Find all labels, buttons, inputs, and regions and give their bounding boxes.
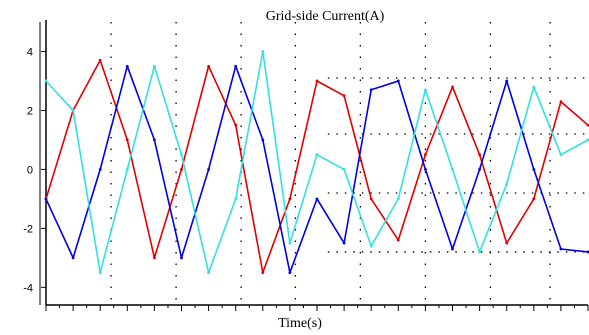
series-2-point-15 [451, 167, 454, 171]
series-0-point-7 [234, 123, 238, 127]
series-2-point-8 [261, 50, 265, 53]
series-0-point-17 [505, 241, 509, 245]
y-tick-label-1: 2 [27, 105, 33, 117]
series-2-line [45, 50, 589, 274]
series-2-point-13 [396, 197, 400, 201]
series-0-point-12 [369, 197, 373, 201]
series-1-point-9 [288, 271, 292, 274]
series-0-point-9 [288, 197, 292, 201]
series-1-point-8 [261, 138, 265, 142]
series-1-point-5 [180, 256, 183, 260]
chart-title: Grid-side Current(A) [265, 9, 385, 24]
series-2-point-1 [71, 109, 75, 112]
series-1-point-11 [342, 241, 346, 245]
series-0-point-2 [98, 58, 102, 62]
series-1-point-17 [505, 79, 509, 83]
series-1-point-20 [586, 250, 589, 254]
series-2-point-2 [98, 271, 102, 274]
series-0-point-16 [478, 153, 481, 157]
series-1-point-16 [478, 167, 481, 171]
series-2-point-5 [180, 153, 183, 157]
series-1-point-6 [207, 167, 211, 171]
series-2-point-16 [478, 250, 481, 254]
series-0-point-10 [315, 79, 319, 83]
series-1-point-15 [451, 247, 454, 251]
y-tick-label-2: 0 [27, 164, 33, 176]
series-1-point-13 [396, 79, 400, 83]
series-2-point-10 [315, 153, 319, 157]
series-1-point-14 [424, 167, 427, 171]
series-1-point-7 [234, 64, 238, 68]
series-2-point-11 [342, 167, 346, 171]
series-1-point-18 [532, 167, 536, 171]
series-2-point-0 [44, 79, 48, 83]
series-0-point-8 [261, 271, 265, 274]
y-tick-label-0: 4 [27, 46, 33, 58]
series-1-point-3 [125, 64, 129, 68]
y-tick-label-3: -2 [23, 223, 33, 235]
series-0-point-13 [396, 238, 400, 242]
series-0-point-5 [180, 167, 183, 171]
series-0-point-19 [559, 100, 563, 103]
series-1-point-0 [44, 197, 48, 201]
series-0-point-6 [207, 64, 211, 68]
series-2-point-20 [586, 138, 589, 142]
series-0-point-3 [125, 138, 129, 142]
series-2-point-6 [207, 271, 211, 274]
series-2-point-14 [424, 88, 427, 92]
series-1-point-2 [98, 167, 102, 171]
series-0-point-4 [153, 256, 156, 260]
series-2-point-19 [559, 153, 563, 157]
y-tick-label-4: -4 [23, 282, 33, 294]
series-2-point-9 [288, 241, 292, 245]
series-2-point-18 [532, 85, 536, 89]
series-2-point-4 [153, 64, 156, 68]
series-2-point-7 [234, 197, 238, 201]
x-axis-label: Time(s) [278, 316, 322, 331]
series-1-point-1 [71, 256, 75, 260]
series-2-point-3 [125, 167, 129, 171]
series-0-point-15 [451, 85, 454, 89]
series-0-point-20 [586, 123, 589, 127]
series-1-point-10 [315, 197, 319, 201]
series-1-point-12 [369, 88, 373, 92]
series-0-point-18 [532, 197, 536, 201]
series-0-point-11 [342, 94, 346, 98]
series-1-point-4 [153, 138, 156, 142]
series-2-point-17 [505, 182, 509, 186]
series-2-point-12 [369, 244, 373, 248]
series-1-point-19 [559, 247, 563, 251]
series-0-point-14 [424, 153, 427, 157]
